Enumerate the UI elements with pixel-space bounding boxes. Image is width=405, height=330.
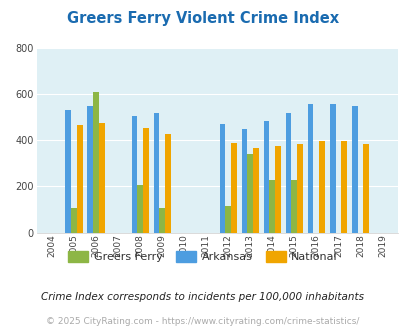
Bar	[143, 128, 148, 233]
Text: © 2025 CityRating.com - https://www.cityrating.com/crime-statistics/: © 2025 CityRating.com - https://www.city…	[46, 317, 359, 326]
Bar	[252, 148, 258, 233]
Bar	[241, 129, 247, 233]
Bar	[230, 143, 236, 233]
Bar	[87, 106, 93, 233]
Bar	[93, 92, 99, 233]
Bar	[318, 141, 324, 233]
Bar	[71, 208, 77, 233]
Bar	[307, 105, 313, 233]
Bar	[296, 144, 302, 233]
Bar	[137, 185, 143, 233]
Bar	[275, 146, 280, 233]
Bar	[269, 180, 275, 233]
Bar	[159, 208, 164, 233]
Bar	[263, 121, 269, 233]
Bar	[291, 180, 296, 233]
Bar	[131, 115, 137, 233]
Text: Greers Ferry Violent Crime Index: Greers Ferry Violent Crime Index	[67, 11, 338, 26]
Bar	[247, 154, 252, 233]
Bar	[65, 110, 71, 233]
Bar	[341, 141, 346, 233]
Bar	[351, 106, 357, 233]
Bar	[77, 124, 82, 233]
Bar	[219, 124, 225, 233]
Bar	[153, 113, 159, 233]
Bar	[329, 104, 335, 233]
Bar	[99, 123, 104, 233]
Bar	[164, 135, 170, 233]
Legend: Greers Ferry, Arkansas, National: Greers Ferry, Arkansas, National	[64, 247, 341, 267]
Bar	[225, 206, 230, 233]
Bar	[362, 144, 368, 233]
Bar	[285, 113, 291, 233]
Text: Crime Index corresponds to incidents per 100,000 inhabitants: Crime Index corresponds to incidents per…	[41, 292, 364, 302]
